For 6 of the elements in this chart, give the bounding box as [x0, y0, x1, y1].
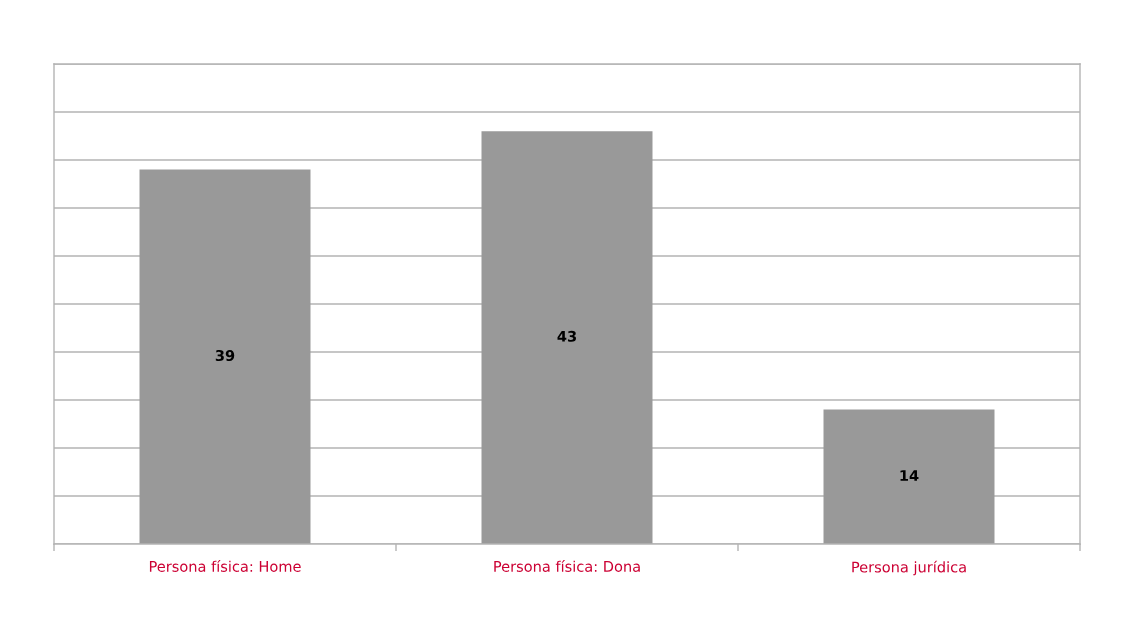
x-tick-label: Persona física: Dona [494, 560, 640, 572]
data-label: 39 [215, 350, 235, 362]
data-label: 43 [557, 330, 576, 342]
x-tick-label: Persona jurídica [852, 560, 966, 576]
x-tick-label: Persona física: Home [149, 560, 301, 572]
data-label: 14 [900, 470, 919, 481]
